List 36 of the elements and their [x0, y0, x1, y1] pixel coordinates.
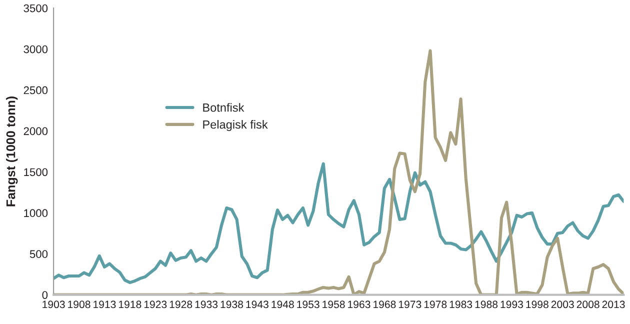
y-tick-label: 3000	[24, 45, 48, 54]
y-tick-label: 500	[30, 250, 48, 258]
x-tick-label: 2008	[576, 300, 600, 308]
line-series	[54, 49, 624, 295]
x-tick-label: 1968	[374, 300, 396, 308]
x-tick-label: 2013	[602, 300, 625, 308]
y-tick-label: 3500	[24, 4, 48, 12]
x-tick-label: 1953	[297, 300, 320, 308]
x-tick-label: 1998	[526, 300, 548, 308]
x-tick-label: 1918	[118, 300, 142, 308]
y-tick-label: 0	[42, 291, 48, 299]
y-tick-label: 2000	[24, 127, 48, 136]
y-tick-label: 1500	[24, 168, 48, 176]
x-tick-label: 1993	[500, 300, 523, 308]
line-series	[54, 162, 624, 284]
x-tick-label: 1913	[94, 300, 116, 308]
legend-label: Botnfisk	[203, 103, 244, 112]
x-tick-label: 1908	[68, 300, 90, 308]
x-tick-label: 1943	[246, 300, 268, 308]
x-tick-label: 1948	[272, 300, 294, 308]
y-tick-label: 1000	[24, 209, 48, 218]
x-tick-label: 1958	[322, 300, 345, 308]
y-tick-label: 2500	[24, 86, 48, 94]
x-tick-label: 1923	[144, 300, 167, 308]
legend-label: Pelagisk fisk	[203, 120, 268, 132]
x-tick-label: 1973	[398, 300, 422, 308]
x-tick-label: 1983	[450, 300, 472, 308]
x-tick-label: 1928	[170, 300, 192, 308]
x-tick-label: 1903	[42, 300, 65, 308]
x-tick-label: 1963	[348, 300, 370, 308]
x-tick-label: 1978	[424, 300, 447, 308]
x-tick-label: 1988	[475, 300, 498, 308]
x-tick-label: 1938	[220, 300, 244, 308]
y-axis-title: Fangst (1000 tonn)	[6, 96, 18, 206]
x-tick-label: 2003	[551, 300, 574, 308]
x-tick-label: 1933	[195, 300, 218, 308]
